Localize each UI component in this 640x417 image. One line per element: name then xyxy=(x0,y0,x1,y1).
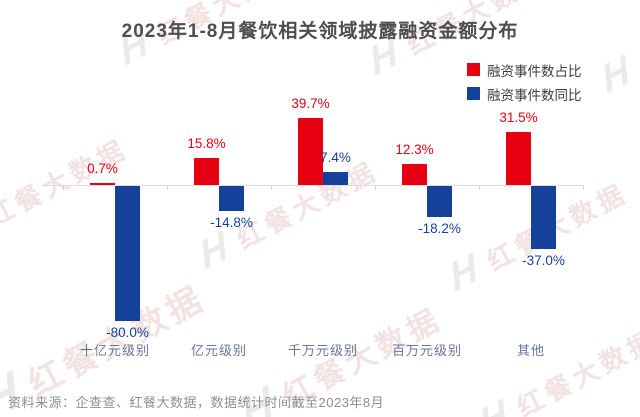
legend-label: 融资事件数占比 xyxy=(487,63,582,79)
axis-tick xyxy=(583,186,584,190)
bar-yoy-0 xyxy=(115,186,140,322)
category-label-0: 十亿元级别 xyxy=(79,343,150,358)
value-label-share-4: 31.5% xyxy=(499,109,538,125)
value-label-yoy-1: -14.8% xyxy=(210,215,253,230)
legend-item-0: 融资事件数占比 xyxy=(467,61,582,79)
legend-swatch-icon xyxy=(467,87,480,100)
bar-share-3 xyxy=(402,164,427,185)
axis-tick xyxy=(271,186,272,190)
bar-share-4 xyxy=(506,131,531,185)
category-label-2: 千万元级别 xyxy=(287,343,358,358)
value-label-yoy-4: -37.0% xyxy=(522,252,565,268)
source-note: 资料来源：企查查、红餐大数据，数据统计时间截至2023年8月 xyxy=(8,395,385,410)
axis-tick xyxy=(167,186,168,190)
bar-yoy-3 xyxy=(427,186,452,217)
axis-tick xyxy=(375,186,376,190)
category-label-3: 百万元级别 xyxy=(391,343,462,358)
bar-yoy-4 xyxy=(531,186,556,249)
legend-item-1: 融资事件数同比 xyxy=(467,85,582,103)
category-label-1: 亿元级别 xyxy=(190,343,247,358)
bar-yoy-2 xyxy=(323,172,348,185)
legend-label: 融资事件数同比 xyxy=(487,87,582,103)
bar-share-2 xyxy=(298,117,323,185)
value-label-share-1: 15.8% xyxy=(187,136,226,152)
value-label-yoy-3: -18.2% xyxy=(418,220,461,236)
bar-share-1 xyxy=(194,158,219,185)
bar-yoy-1 xyxy=(219,186,244,211)
value-label-yoy-0: -80.0% xyxy=(106,325,149,341)
bar-share-0 xyxy=(90,183,115,185)
value-label-share-2: 39.7% xyxy=(291,95,330,111)
axis-tick xyxy=(63,186,64,190)
value-label-share-3: 12.3% xyxy=(395,142,434,158)
value-label-share-0: 0.7% xyxy=(87,161,118,176)
zero-axis-line xyxy=(42,185,584,186)
legend-swatch-icon xyxy=(467,63,480,76)
axis-tick xyxy=(479,186,480,190)
chart-legend: 融资事件数占比 融资事件数同比 xyxy=(467,61,582,109)
value-label-yoy-2: 7.4% xyxy=(320,150,351,166)
category-label-4: 其他 xyxy=(516,343,545,358)
page-title: 2023年1-8月餐饮相关领域披露融资金额分布 xyxy=(121,21,519,42)
